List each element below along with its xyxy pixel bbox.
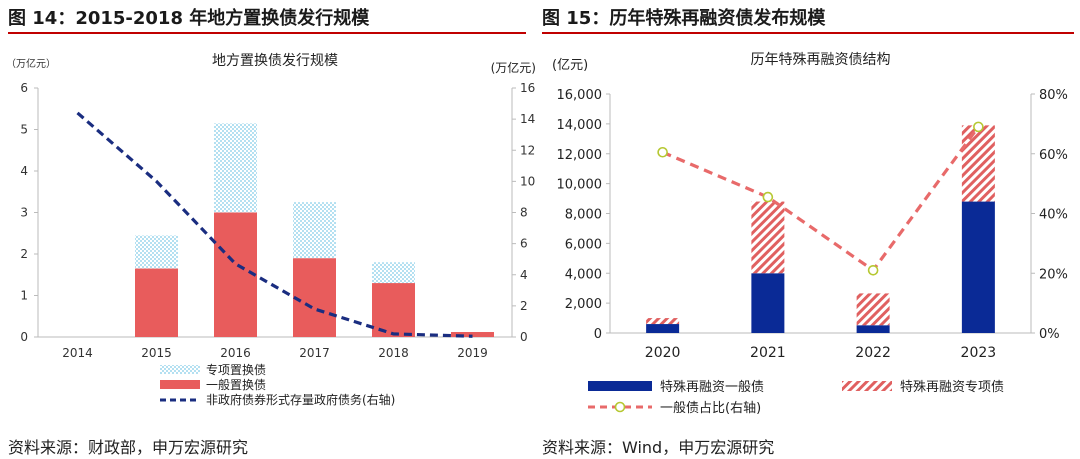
legend-swatch-general xyxy=(588,381,652,391)
y2-tick-label: 20% xyxy=(1039,267,1068,282)
bar-special-bond xyxy=(961,125,995,202)
y-tick-label: 3 xyxy=(20,206,28,220)
chart-title: 历年特殊再融资债结构 xyxy=(751,52,891,68)
ratio-point xyxy=(867,264,879,276)
x-tick-label: 2019 xyxy=(457,346,488,360)
y2-tick-label: 4 xyxy=(520,268,528,282)
bar-general-bond xyxy=(856,325,890,333)
bar-general-replacement xyxy=(135,268,178,337)
bar-special-replacement xyxy=(372,262,415,284)
right-source-note: 资料来源：Wind，申万宏源研究 xyxy=(542,438,775,457)
x-tick-label: 2016 xyxy=(220,346,251,360)
legend-label-special: 专项置换债 xyxy=(206,362,266,377)
y-tick-label: 1 xyxy=(20,289,28,303)
line-non-gov-debt xyxy=(76,111,473,338)
y-tick-label: 14,000 xyxy=(557,118,603,133)
y-tick-label: 8,000 xyxy=(565,208,602,223)
y-tick-label: 2,000 xyxy=(565,297,602,312)
y2-tick-label: 40% xyxy=(1039,208,1068,223)
y-tick-label: 0 xyxy=(20,330,28,344)
left-chart: 地方置换债发行规模（万亿元） (万亿元)012345602468101214162… xyxy=(6,52,536,407)
bar-general-replacement xyxy=(372,283,415,337)
x-tick-label: 2021 xyxy=(750,345,786,361)
x-tick-label: 2014 xyxy=(62,346,93,360)
y-tick-label: 5 xyxy=(20,123,28,137)
bar-special-replacement xyxy=(214,123,257,213)
bar-general-bond xyxy=(961,201,995,333)
y2-tick-label: 2 xyxy=(520,299,528,313)
legend-label-general: 一般置换债 xyxy=(206,377,266,392)
x-tick-label: 2022 xyxy=(855,345,891,361)
y2-tick-label: 0% xyxy=(1039,327,1060,342)
chart-title: 地方置换债发行规模 xyxy=(212,52,338,69)
bar-general-bond xyxy=(646,324,680,333)
legend-ratio-marker xyxy=(614,401,626,413)
bar-general-replacement xyxy=(451,332,494,337)
y2-tick-label: 60% xyxy=(1039,148,1068,163)
right-figure-heading: 图 15：历年特殊再融资债发布规模 xyxy=(542,8,826,29)
y-tick-label: 2 xyxy=(20,247,28,261)
bar-general-bond xyxy=(751,273,785,333)
line-general-ratio xyxy=(661,125,980,273)
y2-axis-label: (万亿元) xyxy=(491,60,536,75)
y-tick-label: 12,000 xyxy=(557,148,603,163)
legend-label-ratio: 一般债占比(右轴) xyxy=(660,400,761,416)
y2-tick-label: 14 xyxy=(520,112,535,126)
y-tick-label: 0 xyxy=(594,327,602,342)
x-tick-label: 2015 xyxy=(141,346,172,360)
bar-special-bond xyxy=(856,293,890,326)
legend-swatch-special xyxy=(842,381,892,391)
left-heading-rule xyxy=(8,32,526,34)
left-figure-heading: 图 14：2015-2018 年地方置换债发行规模 xyxy=(8,8,370,29)
y2-tick-label: 6 xyxy=(520,237,528,251)
y-tick-label: 4 xyxy=(20,164,28,178)
y-tick-label: 6 xyxy=(20,81,28,95)
bar-special-replacement xyxy=(293,202,336,259)
x-tick-label: 2020 xyxy=(645,345,681,361)
legend-label-general: 特殊再融资一般债 xyxy=(660,379,764,395)
y2-tick-label: 12 xyxy=(520,143,535,157)
bar-general-replacement xyxy=(214,212,257,337)
bar-special-bond xyxy=(751,201,785,274)
ratio-point xyxy=(762,191,774,203)
x-tick-label: 2018 xyxy=(378,346,409,360)
right-heading-rule xyxy=(542,32,1074,34)
y-tick-label: 6,000 xyxy=(565,237,602,252)
y-tick-label: 10,000 xyxy=(557,178,603,193)
y-axis-label: （万亿元） xyxy=(6,57,56,70)
ratio-point xyxy=(657,146,668,158)
y2-tick-label: 80% xyxy=(1039,88,1068,103)
y2-tick-label: 0 xyxy=(520,330,528,344)
y-axis-label: (亿元) xyxy=(552,58,588,73)
y-tick-label: 16,000 xyxy=(557,88,603,103)
legend-label-special: 特殊再融资专项债 xyxy=(900,380,1004,395)
bar-special-replacement xyxy=(135,235,178,269)
legend-label-line: 非政府债券形式存量政府债务(右轴) xyxy=(206,392,395,407)
x-tick-label: 2017 xyxy=(299,346,330,360)
bar-general-replacement xyxy=(293,258,336,337)
y2-tick-label: 10 xyxy=(520,174,535,188)
legend-swatch-special xyxy=(160,365,200,374)
y2-tick-label: 16 xyxy=(520,81,535,95)
legend-swatch-general xyxy=(160,380,200,389)
bar-special-bond xyxy=(646,318,680,325)
right-chart: 历年特殊再融资债结构 (亿元) 0 2,000 4,000 6,000 8,000 10,00… xyxy=(552,52,1068,416)
y2-tick-label: 8 xyxy=(520,206,528,220)
ratio-point xyxy=(973,121,984,133)
left-source-note: 资料来源：财政部，申万宏源研究 xyxy=(8,438,249,457)
y-tick-label: 4,000 xyxy=(565,267,602,282)
x-tick-label: 2023 xyxy=(961,345,997,361)
